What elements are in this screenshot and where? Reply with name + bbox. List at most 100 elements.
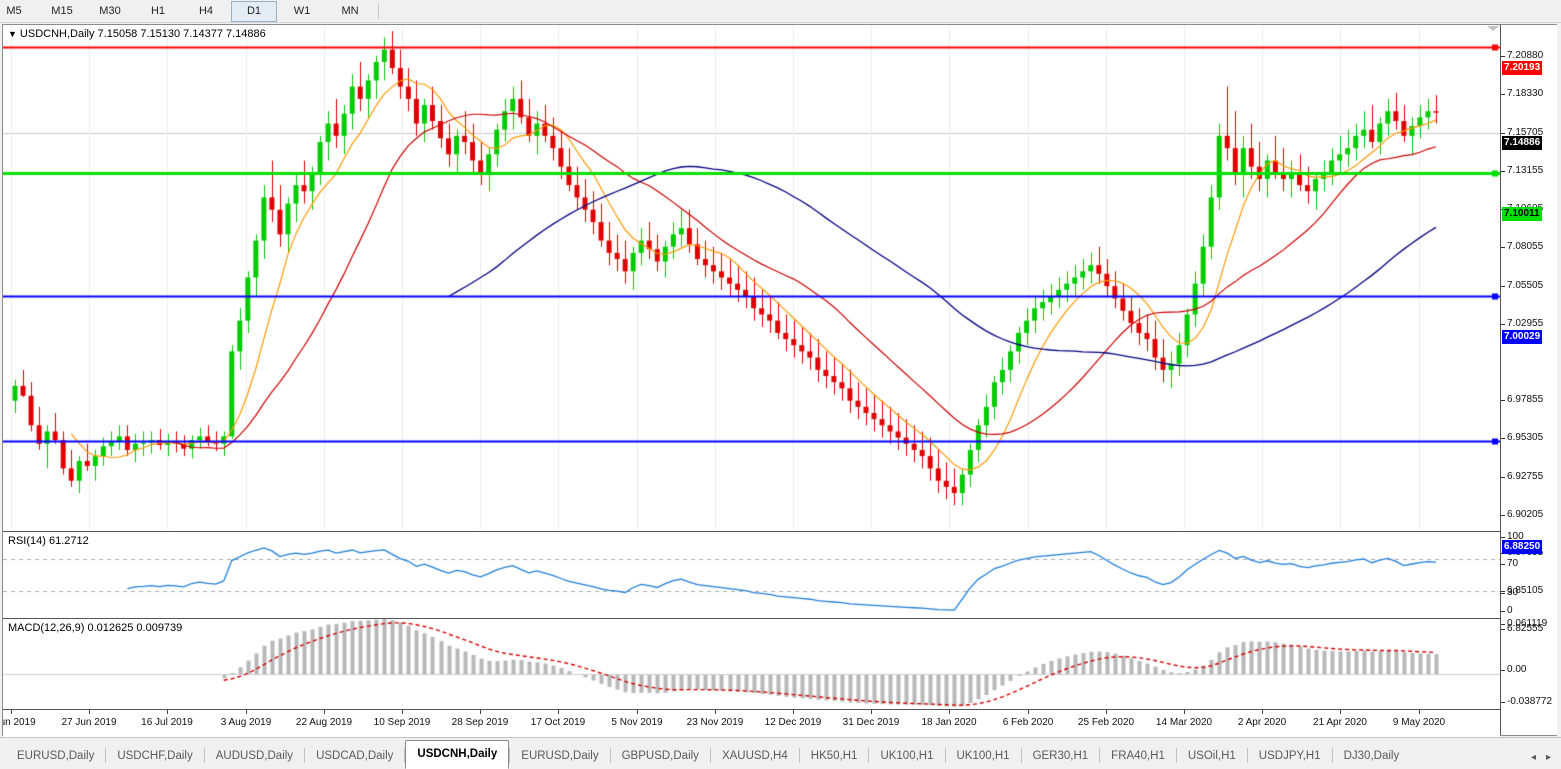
time-tick (558, 710, 559, 714)
rsi-indicator-pane[interactable]: RSI(14) 61.2712 (3, 531, 1500, 618)
price-tick-label: 6.95305 (1507, 432, 1544, 443)
macd-tick-label: -0.038772 (1507, 696, 1553, 707)
chart-tab-gbpusd-daily[interactable]: GBPUSD,Daily (621, 750, 699, 762)
rsi-tick (1501, 537, 1505, 538)
price-tick (1501, 629, 1505, 630)
tab-divider (868, 748, 870, 763)
price-scale-axis[interactable]: 7.208807.183307.157057.131557.106057.080… (1500, 25, 1557, 735)
time-tick (715, 710, 716, 714)
time-tick (1419, 710, 1420, 714)
rsi-tick-label: 100 (1507, 531, 1524, 542)
tab-divider (798, 748, 800, 763)
chart-tab-usoil-h1[interactable]: USOil,H1 (1187, 750, 1236, 762)
tab-divider (1331, 748, 1333, 763)
time-axis-label: 27 Jun 2019 (61, 717, 117, 728)
price-tick-label: 6.90205 (1507, 509, 1544, 520)
chart-tab-ger30-h1[interactable]: GER30,H1 (1032, 750, 1089, 762)
time-axis-label: 5 Nov 2019 (611, 717, 663, 728)
time-axis-label: 31 Dec 2019 (842, 717, 900, 728)
time-tick (1262, 710, 1263, 714)
chart-tab-uk100-h1[interactable]: UK100,H1 (880, 750, 934, 762)
price-tick (1501, 171, 1505, 172)
rsi-tick (1501, 611, 1505, 612)
time-axis-label: 18 Jan 2020 (921, 717, 977, 728)
time-axis-label: 12 Dec 2019 (764, 717, 822, 728)
chart-tab-hk50-h1[interactable]: HK50,H1 (810, 750, 858, 762)
price-tick (1501, 324, 1505, 325)
chart-tab-eurusd-daily[interactable]: EURUSD,Daily (17, 750, 95, 762)
price-chart-pane[interactable]: ▼ USDCNH,Daily 7.15058 7.15130 7.14377 7.… (3, 25, 1500, 530)
time-tick (89, 710, 90, 714)
time-axis-label: 16 Jul 2019 (141, 717, 193, 728)
tab-divider (1020, 748, 1022, 763)
time-tick (167, 710, 168, 714)
time-axis-label: 28 Sep 2019 (451, 717, 509, 728)
time-axis-label: 17 Oct 2019 (530, 717, 586, 728)
quote-text: USDCNH,Daily 7.15058 7.15130 7.14377 7.1… (19, 28, 266, 40)
price-tick-label: 7.20880 (1507, 50, 1544, 61)
timeframe-button-mn[interactable]: MN (341, 4, 359, 17)
tab-divider (304, 748, 306, 763)
macd-tick (1501, 702, 1505, 703)
time-tick (637, 710, 638, 714)
price-tick (1501, 400, 1505, 401)
level-blue-upper-badge[interactable]: 7.00029 (1502, 330, 1543, 344)
macd-tick (1501, 670, 1505, 671)
time-axis-label: 6 Feb 2020 (1002, 717, 1054, 728)
time-tick (1340, 710, 1341, 714)
chart-tab-eurusd-daily[interactable]: EURUSD,Daily (521, 750, 599, 762)
level-blue-lower-badge[interactable]: 6.88250 (1502, 540, 1543, 554)
time-axis-label: 8 Jun 2019 (3, 717, 36, 728)
chart-tab-uk100-h1[interactable]: UK100,H1 (956, 750, 1010, 762)
macd-label: MACD(12,26,9) 0.012625 0.009739 (8, 622, 183, 634)
chart-tab-xauusd-h4[interactable]: XAUUSD,H4 (721, 750, 788, 762)
chart-tab-usdcnh-daily[interactable]: USDCNH,Daily (405, 740, 510, 769)
macd-tick-label: 0.061119 (1507, 618, 1548, 629)
timeframe-button-h4[interactable]: H4 (198, 4, 214, 17)
timeframe-button-m15[interactable]: M15 (51, 4, 73, 17)
tab-divider (1246, 748, 1248, 763)
support-level-green-badge[interactable]: 7.10011 (1502, 207, 1542, 221)
tab-scroll-controls: ◂ ▸ (1531, 752, 1561, 769)
timeframe-button-d1[interactable]: D1 (231, 0, 277, 22)
tab-divider (203, 748, 205, 763)
timeframe-button-m5[interactable]: M5 (6, 4, 22, 17)
time-axis-label: 10 Sep 2019 (373, 717, 431, 728)
time-axis[interactable]: 8 Jun 2019 27 Jun 2019 16 Jul 2019 3 Aug 20… (3, 709, 1500, 737)
timeframe-button-h1[interactable]: H1 (150, 4, 166, 17)
tab-divider (1099, 748, 1101, 763)
rsi-tick-label: 70 (1507, 558, 1519, 569)
price-tick (1501, 247, 1505, 248)
chart-tab-audusd-daily[interactable]: AUDUSD,Daily (215, 750, 294, 762)
tab-divider (509, 748, 511, 763)
tab-scroll-prev-icon[interactable]: ◂ (1530, 752, 1536, 763)
timeframe-button-m30[interactable]: M30 (99, 4, 121, 17)
chart-tab-dj30-daily[interactable]: DJ30,Daily (1343, 750, 1400, 762)
time-tick (402, 710, 403, 714)
tab-divider (105, 748, 107, 763)
chart-frame: ▼ USDCNH,Daily 7.15058 7.15130 7.14377 7.… (2, 24, 1557, 737)
price-tick-label: 6.92755 (1507, 471, 1544, 482)
macd-tick (1501, 624, 1505, 625)
time-tick (1028, 710, 1029, 714)
price-tick-label: 7.05505 (1507, 280, 1544, 291)
last-price-badge[interactable]: 7.14886 (1502, 136, 1543, 150)
chart-tab-bar: EURUSD,Daily USDCHF,Daily AUDUSD,Daily USDC… (0, 737, 1561, 769)
chart-tab-usdjpy-h1[interactable]: USDJPY,H1 (1258, 750, 1321, 762)
tab-divider (944, 748, 946, 763)
tab-scroll-next-icon[interactable]: ▸ (1545, 752, 1551, 763)
time-tick (1184, 710, 1185, 714)
time-axis-label: 23 Nov 2019 (686, 717, 744, 728)
resistance-level-badge[interactable]: 7.20193 (1502, 61, 1543, 75)
rsi-label: RSI(14) 61.2712 (8, 535, 89, 547)
chart-tab-fra40-h1[interactable]: FRA40,H1 (1111, 750, 1165, 762)
price-tick (1501, 591, 1505, 592)
time-axis-label: 9 May 2020 (1392, 717, 1446, 728)
price-tick (1501, 94, 1505, 95)
chart-tab-usdcad-daily[interactable]: USDCAD,Daily (316, 750, 394, 762)
chart-tab-usdchf-daily[interactable]: USDCHF,Daily (117, 750, 193, 762)
macd-indicator-pane[interactable]: MACD(12,26,9) 0.012625 0.009739 (3, 618, 1500, 709)
timeframe-button-w1[interactable]: W1 (293, 4, 311, 17)
collapse-arrow-icon[interactable]: ▼ (8, 29, 17, 39)
